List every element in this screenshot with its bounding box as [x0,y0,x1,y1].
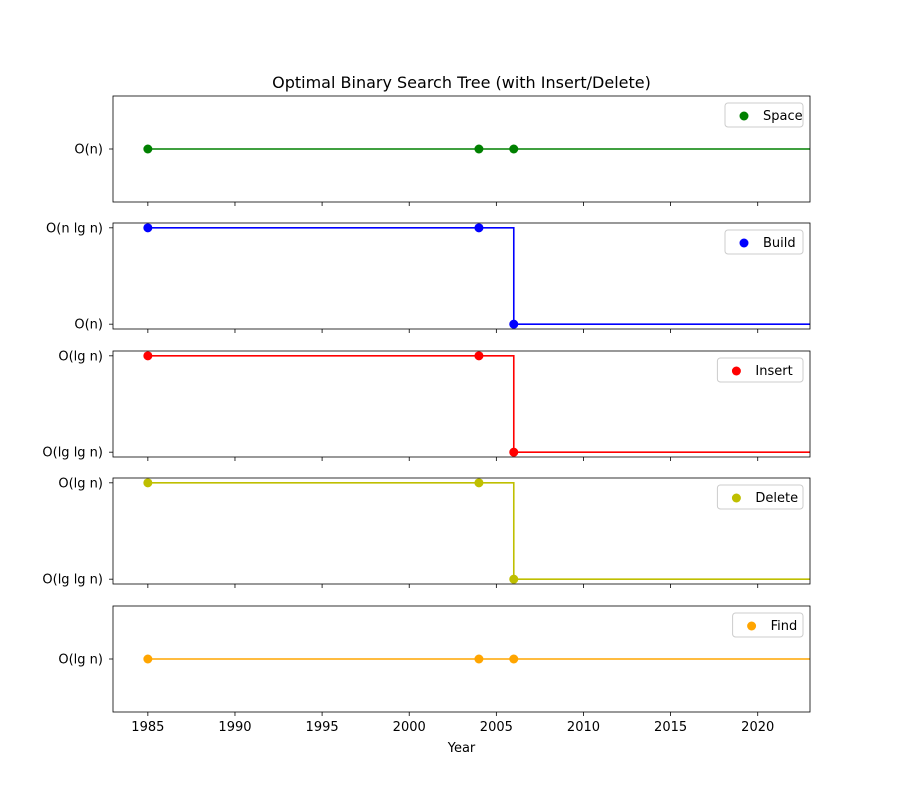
legend-label: Find [771,619,798,634]
legend-marker [747,621,757,631]
data-point-space [474,144,484,154]
legend-box [716,484,804,510]
data-point-build [143,223,153,233]
x-tick-label: 1990 [218,720,251,735]
y-tick-label-delete: O(lg lg n) [42,573,103,588]
y-tick-label-delete: O(lg n) [58,476,103,491]
x-tick-label: 2015 [654,720,687,735]
chart-title: Optimal Binary Search Tree (with Insert/… [272,73,651,92]
x-axis: 1985 1990 1995 2000 2005 2010 2015 2020 [131,720,774,735]
data-point-space [143,144,153,154]
data-point-delete [474,478,484,488]
legend-build: Build [724,229,804,255]
legend-delete: Delete [716,484,804,510]
data-point-delete [143,478,153,488]
data-point-find [143,654,153,664]
y-tick-label-insert: O(lg lg n) [42,446,103,461]
legend-label: Delete [755,491,798,506]
legend-marker [739,238,749,248]
data-point-build [509,319,519,329]
x-tick-label: 1985 [131,720,164,735]
data-point-build [474,223,484,233]
legend-insert: Insert [716,357,804,383]
legend-label: Space [763,109,803,124]
series-line-build [147,227,810,325]
legend-find: Find [732,612,804,638]
data-point-insert [509,447,519,457]
series-line-delete [147,482,810,580]
x-tick-label: 1995 [306,720,339,735]
data-point-find [474,654,484,664]
x-tick-label: 2000 [393,720,426,735]
legend-box [716,357,804,383]
axes-frame-insert [112,350,811,458]
legend-marker [731,493,741,503]
series-line-insert [147,355,810,453]
legend-label: Insert [755,364,792,379]
subplot-find: O(lg n) Find [58,605,811,716]
legend-marker [731,366,741,376]
legend-marker [739,111,749,121]
subplot-build: O(n) O(n lg n) Build [46,221,811,333]
data-point-space [509,144,519,154]
y-tick-label-build: O(n lg n) [46,221,103,236]
data-point-delete [509,574,519,584]
subplot-insert: O(lg lg n) O(lg n) Insert [42,349,811,461]
legend-space: Space [724,102,804,128]
x-tick-label: 2020 [741,720,774,735]
y-tick-label-insert: O(lg n) [58,349,103,364]
x-axis-label: Year [447,741,476,756]
x-tick-label: 2005 [480,720,513,735]
y-tick-label-build: O(n) [74,318,103,333]
subplot-delete: O(lg lg n) O(lg n) Delete [42,476,811,588]
legend-label: Build [763,236,796,251]
axes-frame-space [112,95,811,203]
axes-frame-delete [112,477,811,585]
axes-frame-find [112,605,811,713]
y-tick-label-find: O(lg n) [58,653,103,668]
subplot-space: O(n) Space [74,95,811,206]
data-point-find [509,654,519,664]
legend-box [724,102,804,128]
axes-frame-build [112,222,811,330]
y-tick-label-space: O(n) [74,143,103,158]
x-tick-label: 2010 [567,720,600,735]
legend-box [724,229,804,255]
data-point-insert [143,351,153,361]
data-point-insert [474,351,484,361]
legend-box [732,612,804,638]
